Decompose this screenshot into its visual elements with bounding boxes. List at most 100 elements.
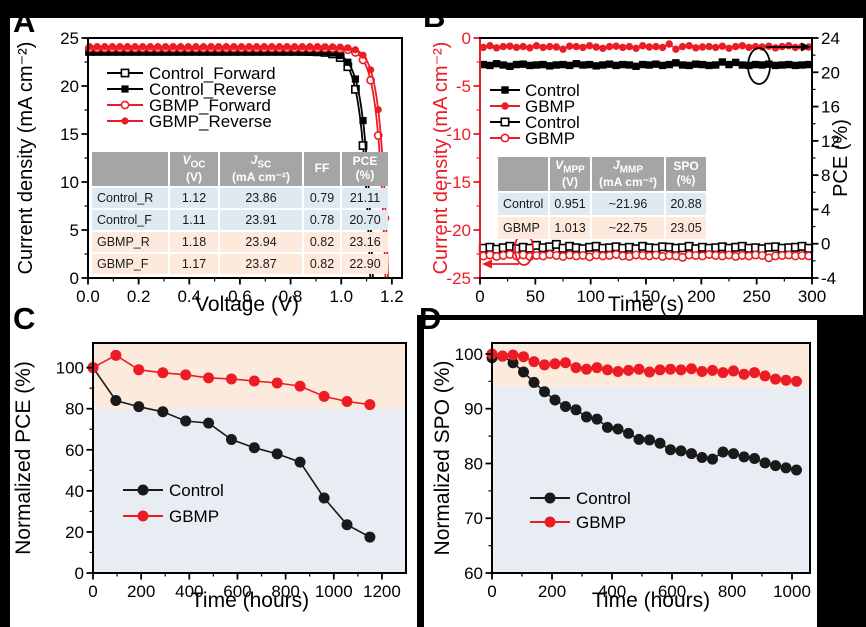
y-tick-label: 5 [70,221,79,240]
table-cell: Control [498,193,548,215]
marker [180,369,192,381]
marker [731,42,740,51]
marker [705,61,713,70]
marker [696,451,708,463]
y-tick-label: -20 [446,221,471,240]
figure-background: Current density (mA cm⁻²) Voltage (V) 0.… [10,18,863,627]
marker [638,42,647,50]
table-row: Control 0.951 ~21.96 20.88 [498,193,706,215]
marker [116,43,124,51]
marker [565,61,574,70]
marker [581,363,592,375]
marker [294,456,306,468]
marker [519,60,527,68]
table-row: GBMP_F 1.17 23.87 0.82 22.90 [92,254,388,274]
marker [552,43,561,51]
panel-a-jv-chart: Current density (mA cm⁻²) Voltage (V) 0.… [15,29,404,316]
marker [374,106,382,114]
y-tick-label: 20 [65,523,84,542]
marker [696,365,708,377]
legend-label: Control [576,489,631,508]
marker [512,60,521,69]
marker [712,61,720,69]
table-row: Control_F 1.11 23.91 0.78 20.70 [92,210,388,230]
marker [321,43,329,51]
marker [110,349,122,361]
marker [351,46,360,54]
legend-label: GBMP [576,513,626,532]
legend-label: Control [525,81,580,100]
marker [123,43,132,51]
axes: 0 200 400 600 800 1000 1200 0 20 40 60 80 100 [56,342,407,601]
table-cell: 20.70 [342,210,388,230]
marker [791,464,802,476]
marker [532,42,541,50]
b-left-y-axis-title: Current density (mA cm⁻²) [433,42,452,275]
table-cell: 0.78 [304,210,340,230]
marker [778,61,786,69]
marker [318,492,330,504]
y-tick-label: 0 [75,564,84,583]
y2-tick-label: 16 [821,98,840,117]
table-row: GBMP 1.013 ~22.75 23.05 [498,217,706,239]
marker [225,373,237,385]
marker [633,363,645,375]
table-header-cell: VOC (V) [170,152,218,186]
marker [780,462,792,474]
marker [791,61,800,70]
panel-label-d: D [419,301,442,336]
marker [137,484,149,496]
marker [675,445,687,457]
marker [717,446,729,458]
marker [572,42,580,51]
marker [652,42,660,51]
marker [686,448,697,460]
b-right-y-axis-title: PCE (%) [830,119,852,197]
marker [230,43,238,51]
table-cell: 23.87 [220,254,302,274]
marker [359,51,367,59]
x-tick-label: 0.4 [177,287,201,306]
legend-label: Control_Forward [149,64,276,83]
table-cell: 23.86 [220,188,302,208]
marker [248,442,260,454]
x-tick-label: 800 [718,582,746,601]
panel-label-b: B [423,0,446,34]
marker [549,358,561,370]
x-tick-label: 150 [632,287,660,306]
marker [139,43,147,51]
marker [612,42,620,50]
marker [581,411,592,423]
table-cell: 1.11 [170,210,218,230]
marker [294,380,306,392]
marker [318,390,330,402]
panel-d-divider-horizontal [418,315,863,320]
y-tick-label: 80 [65,400,84,419]
marker [131,43,139,51]
x-tick-label: 200 [127,582,155,601]
table-cell: 22.90 [342,254,388,274]
table-row: Control_R 1.12 23.86 0.79 21.11 [92,188,388,208]
marker [738,368,750,380]
marker [344,58,352,66]
marker [745,43,753,52]
y2-tick-label: 0 [821,235,830,254]
marker [298,43,306,51]
y-tick-label: -25 [446,269,471,288]
marker [625,42,634,51]
x-tick-label: 800 [271,582,299,601]
y-tick-label: 15 [60,125,79,144]
table-cell: GBMP_R [92,232,168,252]
marker [685,61,693,70]
marker [725,60,733,69]
table-header-cell: FF [304,152,340,186]
marker [619,43,627,52]
marker [658,43,667,52]
marker [665,363,676,375]
marker [717,367,729,379]
y-tick-label: 10 [60,173,79,192]
marker [632,62,640,70]
marker [546,62,554,70]
table-header-cell: SPO (%) [666,157,706,191]
series-group [486,348,802,476]
